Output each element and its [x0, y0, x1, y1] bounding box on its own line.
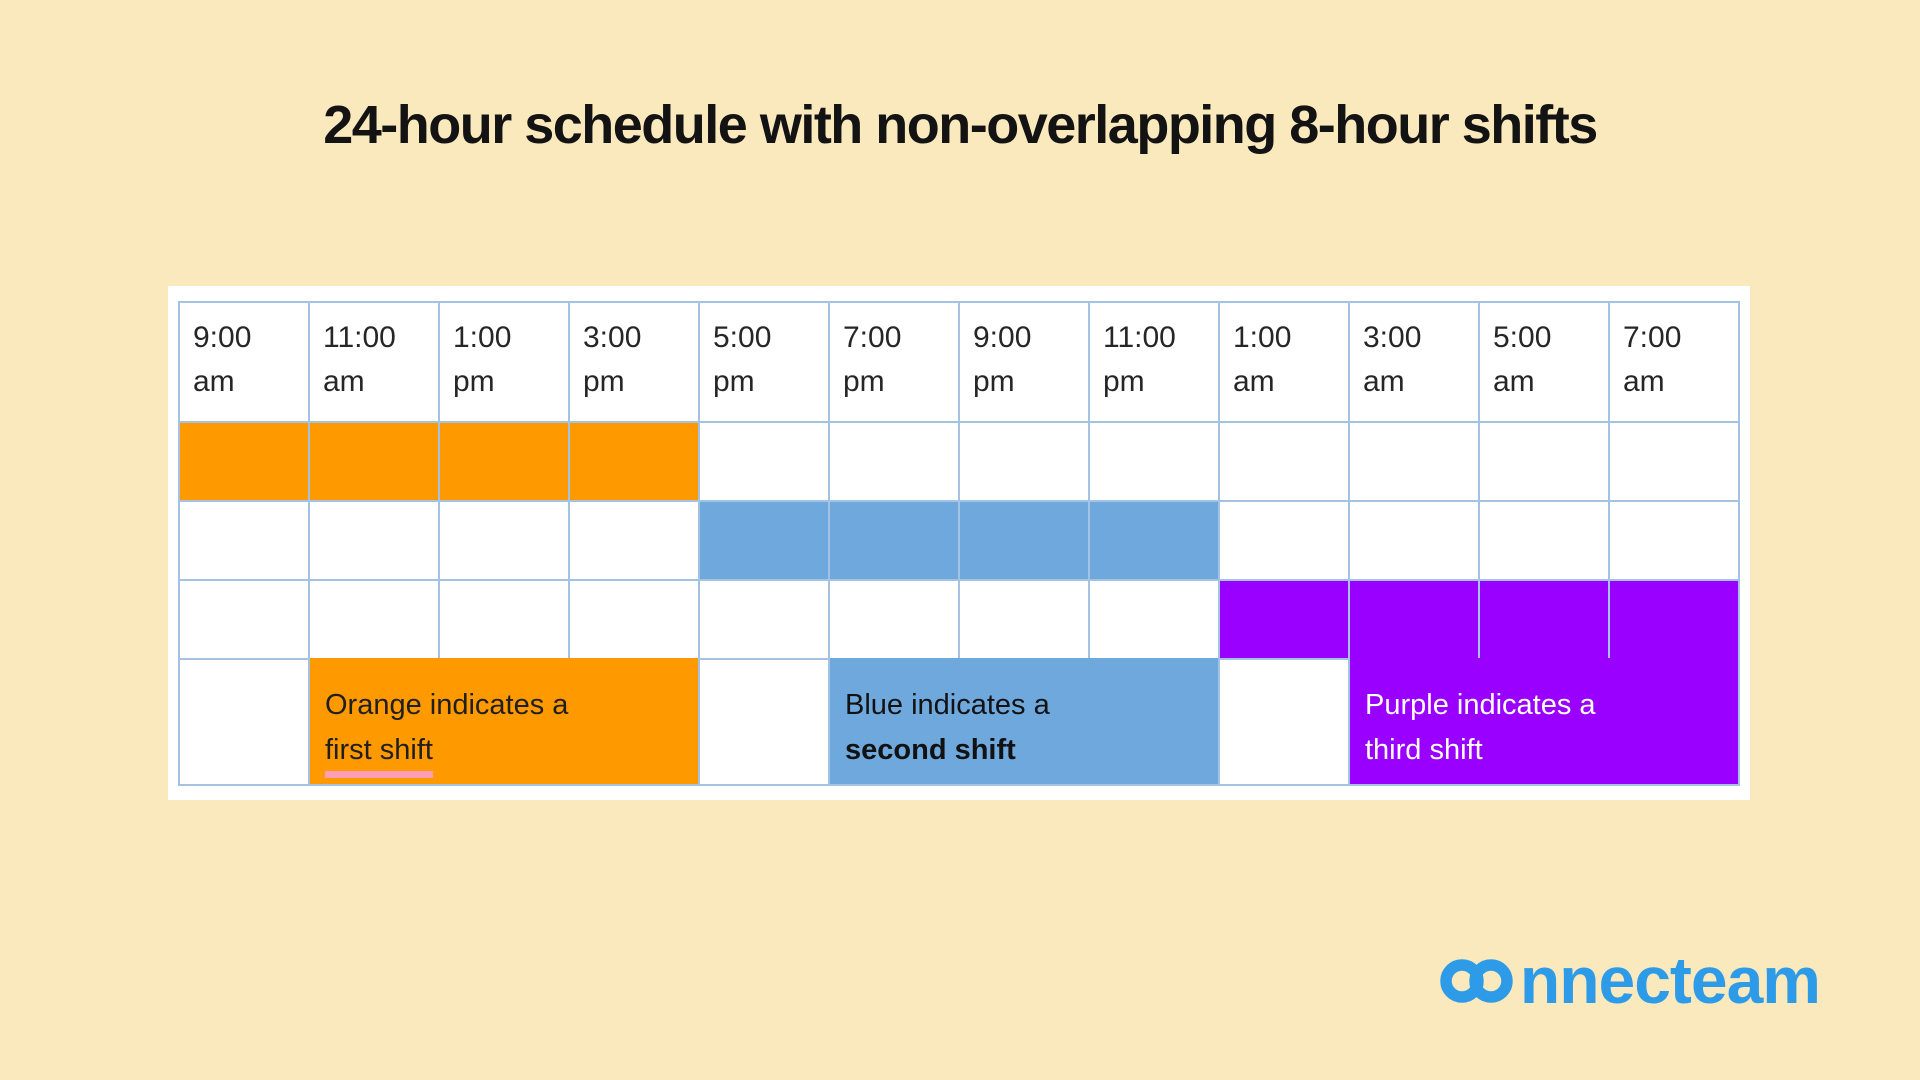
shift-cell-purple — [1220, 581, 1348, 658]
legend-blue: Blue indicates a second shift — [830, 658, 1218, 784]
legend-shift-label: third shift — [1365, 734, 1483, 766]
shift-cell-orange — [570, 423, 698, 500]
legend-intro: Purple indicates a — [1365, 689, 1596, 721]
schedule-grid: 9:00 am 11:00 am 1:00 pm 3:00 pm 5:00 pm 7:00 pm 9:0… — [178, 301, 1740, 786]
time-header-cell: 3:00 am — [1350, 303, 1478, 421]
time-header-cell: 7:00 pm — [830, 303, 958, 421]
time-header-cell: 11:00 am — [310, 303, 438, 421]
connecteam-logo-text: nnecteam — [1519, 943, 1821, 1017]
shift-cell-blue — [700, 502, 828, 579]
time-label: 11:00 — [323, 321, 396, 354]
shift-cell-purple — [1350, 581, 1478, 658]
legend-intro: Orange indicates a — [325, 689, 569, 721]
shift-cell-blue — [1090, 502, 1218, 579]
empty-cell — [1090, 581, 1218, 658]
period-label: pm — [453, 365, 495, 398]
empty-cell — [700, 423, 828, 500]
legend-purple: Purple indicates a third shift — [1350, 658, 1738, 784]
time-header-cell: 9:00 am — [180, 303, 308, 421]
empty-cell — [1220, 423, 1348, 500]
schedule-card: 9:00 am 11:00 am 1:00 pm 3:00 pm 5:00 pm 7:00 pm 9:0… — [168, 286, 1750, 800]
shift-cell-orange — [180, 423, 308, 500]
empty-cell — [570, 502, 698, 579]
time-label: 5:00 — [1493, 321, 1552, 354]
shift-cell-orange — [310, 423, 438, 500]
empty-cell — [440, 581, 568, 658]
connecteam-logo: nnecteam — [1439, 942, 1821, 1018]
time-header-cell: 3:00 pm — [570, 303, 698, 421]
shift-cell-blue — [960, 502, 1088, 579]
empty-cell — [1480, 423, 1608, 500]
page-title: 24-hour schedule with non-overlapping 8-… — [323, 95, 1598, 155]
empty-cell — [1610, 502, 1738, 579]
period-label: am — [1623, 365, 1665, 398]
time-label: 7:00 — [1623, 321, 1682, 354]
time-label: 5:00 — [713, 321, 772, 354]
shift-cell-purple — [1610, 581, 1738, 658]
time-header-cell: 9:00 pm — [960, 303, 1088, 421]
time-header-cell: 5:00 am — [1480, 303, 1608, 421]
empty-cell — [570, 581, 698, 658]
time-header-cell: 1:00 am — [1220, 303, 1348, 421]
period-label: am — [1233, 365, 1275, 398]
period-label: pm — [843, 365, 885, 398]
time-label: 1:00 — [453, 321, 512, 354]
empty-cell — [830, 423, 958, 500]
time-label: 3:00 — [583, 321, 642, 354]
time-header-cell: 7:00 am — [1610, 303, 1738, 421]
empty-cell — [700, 581, 828, 658]
period-label: am — [323, 365, 365, 398]
connecteam-infinity-icon — [1440, 959, 1513, 1003]
period-label: pm — [583, 365, 625, 398]
legend-spacer-cell — [180, 660, 308, 784]
period-label: pm — [973, 365, 1015, 398]
empty-cell — [1480, 502, 1608, 579]
time-header-cell: 11:00 pm — [1090, 303, 1218, 421]
period-label: am — [1363, 365, 1405, 398]
period-label: pm — [1103, 365, 1145, 398]
empty-cell — [310, 502, 438, 579]
empty-cell — [830, 581, 958, 658]
empty-cell — [180, 502, 308, 579]
period-label: pm — [713, 365, 755, 398]
empty-cell — [960, 581, 1088, 658]
shift-cell-purple — [1480, 581, 1608, 658]
empty-cell — [180, 581, 308, 658]
empty-cell — [1090, 423, 1218, 500]
time-label: 7:00 — [843, 321, 902, 354]
period-label: am — [1493, 365, 1535, 398]
shift-cell-orange — [440, 423, 568, 500]
time-label: 11:00 — [1103, 321, 1176, 354]
empty-cell — [960, 423, 1088, 500]
time-label: 3:00 — [1363, 321, 1422, 354]
legend-orange: Orange indicates a first shift — [310, 658, 698, 784]
time-header-cell: 1:00 pm — [440, 303, 568, 421]
empty-cell — [310, 581, 438, 658]
empty-cell — [1610, 423, 1738, 500]
legend-spacer-cell — [1220, 660, 1348, 784]
empty-cell — [1350, 423, 1478, 500]
time-label: 1:00 — [1233, 321, 1292, 354]
legend-spacer-cell — [700, 660, 828, 784]
period-label: am — [193, 365, 235, 398]
time-header-cell: 5:00 pm — [700, 303, 828, 421]
time-label: 9:00 — [193, 321, 252, 354]
legend-shift-label: second shift — [845, 734, 1016, 766]
time-label: 9:00 — [973, 321, 1032, 354]
shift-cell-blue — [830, 502, 958, 579]
empty-cell — [1350, 502, 1478, 579]
empty-cell — [1220, 502, 1348, 579]
legend-shift-label: first shift — [325, 732, 433, 778]
empty-cell — [440, 502, 568, 579]
legend-intro: Blue indicates a — [845, 689, 1050, 721]
